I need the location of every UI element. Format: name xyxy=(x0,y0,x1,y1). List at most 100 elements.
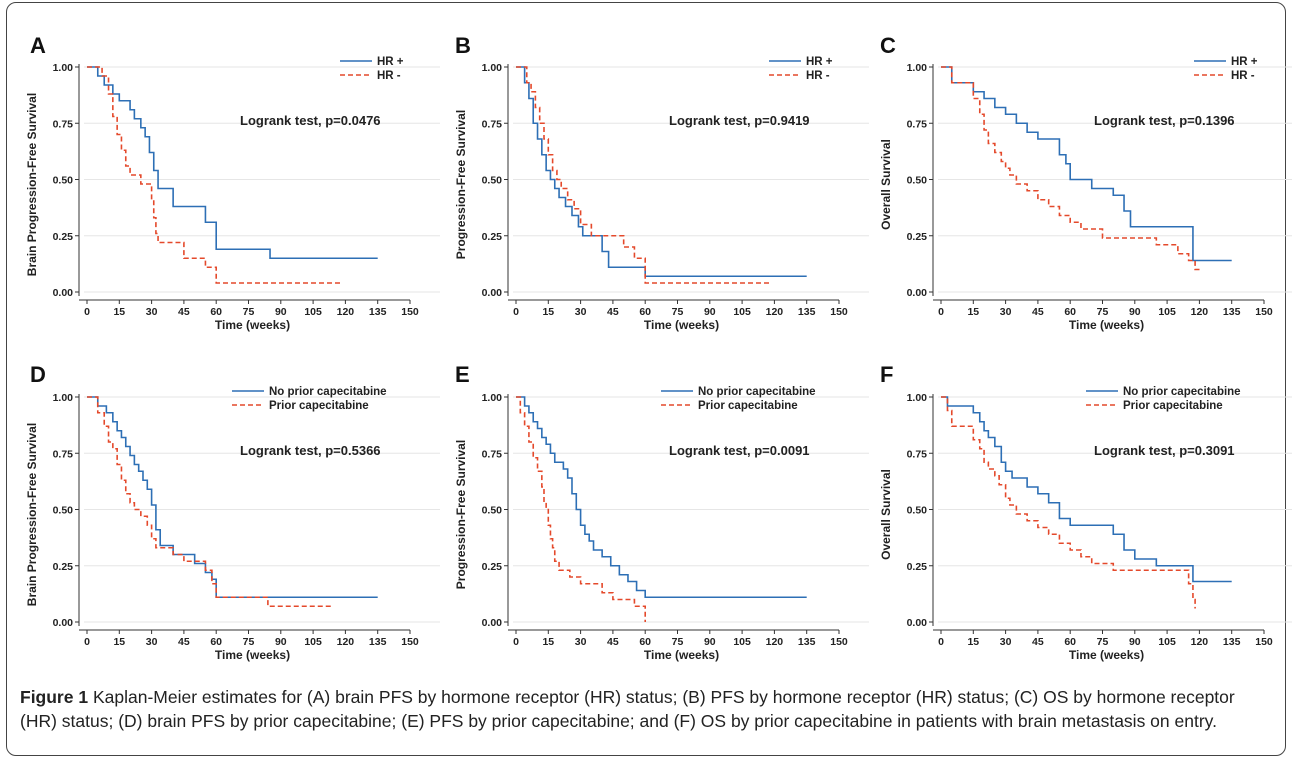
series-line-1 xyxy=(516,66,807,278)
logrank-annotation: Logrank test, p=0.5366 xyxy=(240,443,381,458)
legend-label: HR - xyxy=(1231,70,1255,82)
x-tick-label: 45 xyxy=(178,306,190,318)
y-tick-label: 0.75 xyxy=(482,448,503,460)
x-axis-label: Time (weeks) xyxy=(215,318,290,332)
x-tick-label: 0 xyxy=(84,636,90,648)
x-tick-label: 105 xyxy=(1158,306,1176,318)
x-tick-label: 150 xyxy=(1255,306,1273,318)
legend-label: No prior capecitabine xyxy=(698,386,816,398)
x-tick-label: 120 xyxy=(766,306,784,318)
legend-label: HR - xyxy=(806,70,830,82)
logrank-annotation: Logrank test, p=0.1396 xyxy=(1094,113,1235,128)
x-axis-label: Time (weeks) xyxy=(1069,318,1144,332)
x-tick-label: 45 xyxy=(178,636,190,648)
x-tick-label: 30 xyxy=(1000,636,1012,648)
y-tick-label: 1.00 xyxy=(907,392,928,404)
x-tick-label: 135 xyxy=(798,636,816,648)
y-axis-label: Brain Progression-Free Survival xyxy=(25,423,39,606)
x-tick-label: 30 xyxy=(146,306,158,318)
series-line-2 xyxy=(941,396,1196,609)
logrank-annotation: Logrank test, p=0.0091 xyxy=(669,443,810,458)
x-tick-label: 150 xyxy=(1255,636,1273,648)
x-tick-label: 60 xyxy=(639,306,651,318)
y-tick-label: 1.00 xyxy=(907,62,928,74)
series-line-1 xyxy=(941,396,1232,583)
x-tick-label: 135 xyxy=(369,306,387,318)
x-tick-label: 60 xyxy=(1064,306,1076,318)
y-tick-label: 0.00 xyxy=(482,617,503,629)
y-tick-label: 0.00 xyxy=(482,287,503,299)
chart-panel-e: E 0.00 0.25 0.50 0.75 1.00 0 15 30 45 60 75 90 105 120… xyxy=(454,362,869,662)
logrank-annotation: Logrank test, p=0.3091 xyxy=(1094,443,1235,458)
x-tick-label: 105 xyxy=(304,306,322,318)
x-tick-label: 90 xyxy=(704,636,716,648)
x-tick-label: 150 xyxy=(830,306,848,318)
x-tick-label: 135 xyxy=(1223,636,1241,648)
panel-label: B xyxy=(455,33,471,58)
series-line-2 xyxy=(516,396,646,622)
logrank-annotation: Logrank test, p=0.9419 xyxy=(669,113,810,128)
x-axis-label: Time (weeks) xyxy=(644,648,719,662)
x-tick-label: 15 xyxy=(967,306,979,318)
series-line-2 xyxy=(87,66,342,284)
y-tick-label: 1.00 xyxy=(482,62,503,74)
y-tick-label: 1.00 xyxy=(482,392,503,404)
chart-panel-a: A 0.00 0.25 0.50 0.75 1.00 0 15 30 45 60 75 90 105 120… xyxy=(25,33,440,332)
y-tick-label: 0.75 xyxy=(53,118,74,130)
x-tick-label: 90 xyxy=(704,306,716,318)
x-tick-label: 60 xyxy=(210,636,222,648)
series-line-1 xyxy=(516,396,807,599)
x-tick-label: 60 xyxy=(210,306,222,318)
x-tick-label: 105 xyxy=(733,306,751,318)
x-tick-label: 0 xyxy=(938,306,944,318)
x-tick-label: 150 xyxy=(401,306,419,318)
y-axis-label: Progression-Free Survival xyxy=(454,110,468,259)
y-tick-label: 0.50 xyxy=(482,175,503,187)
x-tick-label: 120 xyxy=(337,636,355,648)
x-tick-label: 45 xyxy=(1032,636,1044,648)
x-tick-label: 120 xyxy=(337,306,355,318)
y-tick-label: 0.25 xyxy=(482,231,503,243)
legend-label: HR + xyxy=(1231,56,1258,68)
y-tick-label: 0.75 xyxy=(482,118,503,130)
y-tick-label: 0.75 xyxy=(907,118,928,130)
x-tick-label: 150 xyxy=(401,636,419,648)
y-axis-label: Overall Survival xyxy=(879,469,893,560)
x-tick-label: 90 xyxy=(275,636,287,648)
y-tick-label: 1.00 xyxy=(53,62,74,74)
x-tick-label: 60 xyxy=(639,636,651,648)
y-axis-label: Brain Progression-Free Survival xyxy=(25,93,39,276)
x-tick-label: 75 xyxy=(672,636,684,648)
x-tick-label: 150 xyxy=(830,636,848,648)
x-tick-label: 90 xyxy=(1129,636,1141,648)
x-tick-label: 60 xyxy=(1064,636,1076,648)
x-tick-label: 75 xyxy=(243,636,255,648)
panel-label: D xyxy=(30,362,46,387)
x-tick-label: 30 xyxy=(575,636,587,648)
x-tick-label: 0 xyxy=(938,636,944,648)
x-axis-label: Time (weeks) xyxy=(215,648,290,662)
x-tick-label: 90 xyxy=(1129,306,1141,318)
y-tick-label: 0.75 xyxy=(907,448,928,460)
y-tick-label: 0.50 xyxy=(907,505,928,517)
x-tick-label: 75 xyxy=(243,306,255,318)
x-tick-label: 45 xyxy=(607,306,619,318)
y-tick-label: 0.50 xyxy=(53,505,74,517)
y-tick-label: 0.50 xyxy=(907,175,928,187)
x-tick-label: 105 xyxy=(733,636,751,648)
legend-label: HR + xyxy=(806,56,833,68)
series-line-2 xyxy=(87,396,333,608)
x-tick-label: 45 xyxy=(607,636,619,648)
y-axis-label: Overall Survival xyxy=(879,139,893,230)
x-tick-label: 120 xyxy=(766,636,784,648)
panel-label: A xyxy=(30,33,46,58)
x-tick-label: 15 xyxy=(967,636,979,648)
legend-label: No prior capecitabine xyxy=(269,386,387,398)
legend-label: Prior capecitabine xyxy=(1123,400,1223,412)
x-tick-label: 15 xyxy=(542,636,554,648)
chart-panel-f: F 0.00 0.25 0.50 0.75 1.00 0 15 30 45 60 75 90 105 120… xyxy=(879,362,1292,662)
y-tick-label: 0.25 xyxy=(482,561,503,573)
x-tick-label: 75 xyxy=(1097,306,1109,318)
chart-panel-b: B 0.00 0.25 0.50 0.75 1.00 0 15 30 45 60 75 90 105 120… xyxy=(454,33,869,332)
y-axis-label: Progression-Free Survival xyxy=(454,440,468,589)
